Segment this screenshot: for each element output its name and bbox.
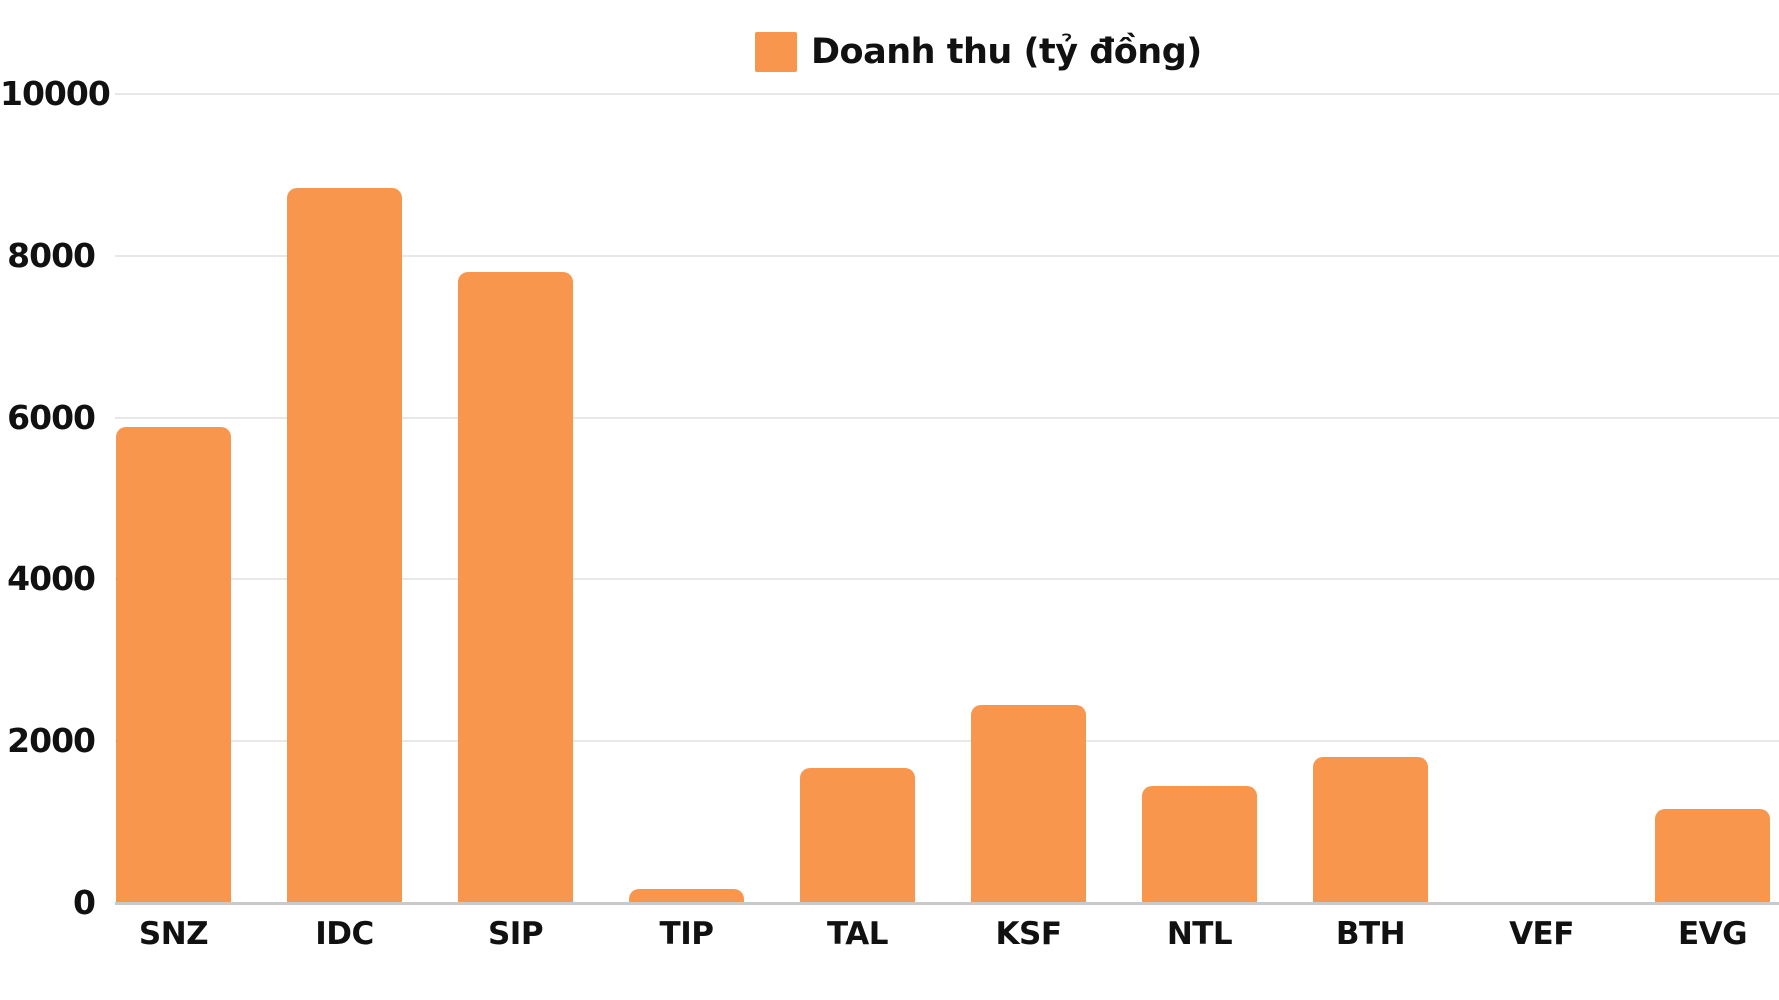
x-tick-label-tal: TAL <box>827 916 888 952</box>
bar-snz <box>116 426 231 903</box>
x-tick-label-sip: SIP <box>487 916 544 952</box>
x-tick-label-idc: IDC <box>315 916 374 952</box>
x-tick-label-snz: SNZ <box>138 916 209 952</box>
y-tick-label-10000: 10000 <box>0 74 111 113</box>
x-tick-label-bth: BTH <box>1335 916 1406 952</box>
bar-idc <box>287 187 402 903</box>
bar-ksf <box>971 704 1086 903</box>
y-tick-label-8000: 8000 <box>7 235 96 275</box>
gridline-2000 <box>115 740 1779 743</box>
x-tick-label-vef: VEF <box>1509 916 1574 952</box>
gridline-6000 <box>115 416 1779 419</box>
y-tick-label-6000: 6000 <box>7 397 96 437</box>
chart-legend: Doanh thu (tỷ đồng) <box>755 30 1202 74</box>
legend-label: Doanh thu (tỷ đồng) <box>811 32 1202 72</box>
y-tick-label-2000: 2000 <box>7 721 96 761</box>
gridline-10000 <box>115 93 1779 95</box>
bar-evg <box>1655 809 1770 903</box>
bar-tip <box>629 889 744 903</box>
gridline-8000 <box>115 254 1779 257</box>
bar-ntl <box>1142 785 1257 903</box>
bar-sip <box>458 271 573 903</box>
x-tick-label-ntl: NTL <box>1166 916 1233 952</box>
bar-tal <box>800 768 915 903</box>
x-tick-label-tip: TIP <box>659 916 714 952</box>
gridline-4000 <box>115 578 1779 581</box>
legend-color-swatch-icon <box>755 32 797 72</box>
x-tick-label-evg: EVG <box>1677 916 1748 952</box>
x-tick-label-ksf: KSF <box>995 916 1062 952</box>
y-tick-label-4000: 4000 <box>7 559 96 599</box>
bar-bth <box>1313 756 1428 903</box>
y-tick-label-0: 0 <box>73 883 96 922</box>
x-axis-line <box>115 902 1779 905</box>
